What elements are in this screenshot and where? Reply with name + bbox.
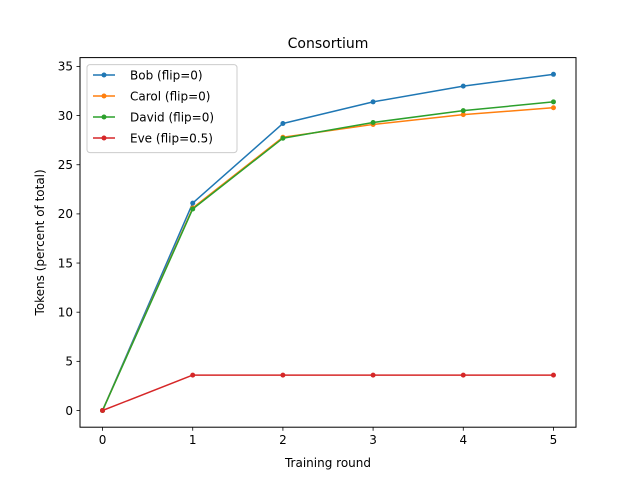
data-point [100, 407, 106, 413]
data-point [550, 372, 556, 378]
axes-frame [79, 57, 577, 428]
y-tick-label: 25 [58, 158, 73, 172]
data-point [190, 372, 196, 378]
data-point [280, 372, 286, 378]
y-tick-label: 20 [58, 207, 73, 221]
data-point [460, 372, 466, 378]
data-point [460, 112, 466, 118]
x-tick-label: 4 [459, 433, 467, 447]
legend: Bob (flip=0) Carol (flip=0) David (flip=0)… [86, 64, 238, 154]
data-point [550, 99, 556, 105]
legend-label: Carol (flip=0) [130, 89, 210, 103]
y-tick-label: 5 [65, 355, 73, 369]
x-tick-label: 1 [189, 433, 197, 447]
series-line-2 [101, 101, 555, 412]
data-point [550, 71, 556, 77]
x-tick-label: 3 [369, 433, 377, 447]
y-tick-label: 15 [58, 256, 73, 270]
legend-box [86, 64, 238, 154]
data-point [370, 372, 376, 378]
data-point [190, 200, 196, 206]
data-point [190, 206, 196, 212]
legend-marker [101, 114, 107, 120]
legend-label: Bob (flip=0) [130, 68, 203, 82]
y-tick-label: 0 [65, 404, 73, 418]
x-tick-label: 5 [550, 433, 558, 447]
axes-layer [79, 57, 577, 428]
x-tick-label: 2 [279, 433, 287, 447]
legend-marker [101, 72, 107, 78]
data-point [370, 119, 376, 125]
series-line-0 [101, 73, 555, 412]
y-tick-label: 10 [58, 305, 73, 319]
data-point [460, 83, 466, 89]
legend-marker [101, 93, 107, 99]
chart-title: Consortium [288, 36, 369, 52]
x-axis-label: Training round [284, 456, 371, 470]
y-tick-label: 30 [58, 109, 73, 123]
series-line-3 [101, 374, 555, 412]
data-point [280, 135, 286, 141]
legend-label: Eve (flip=0.5) [130, 131, 213, 145]
data-point [280, 120, 286, 126]
y-tick-label: 35 [58, 60, 73, 74]
legend-label: David (flip=0) [130, 110, 214, 124]
y-ticks: 0 5 10 15 20 25 30 35 [58, 60, 80, 418]
series-layer [100, 71, 556, 413]
x-ticks: 0 1 2 3 4 5 [99, 427, 558, 447]
x-tick-label: 0 [99, 433, 107, 447]
legend-marker [101, 135, 107, 141]
y-axis-label: Tokens (percent of total) [33, 169, 47, 316]
data-point [550, 105, 556, 111]
data-point [460, 108, 466, 114]
data-point [370, 99, 376, 105]
